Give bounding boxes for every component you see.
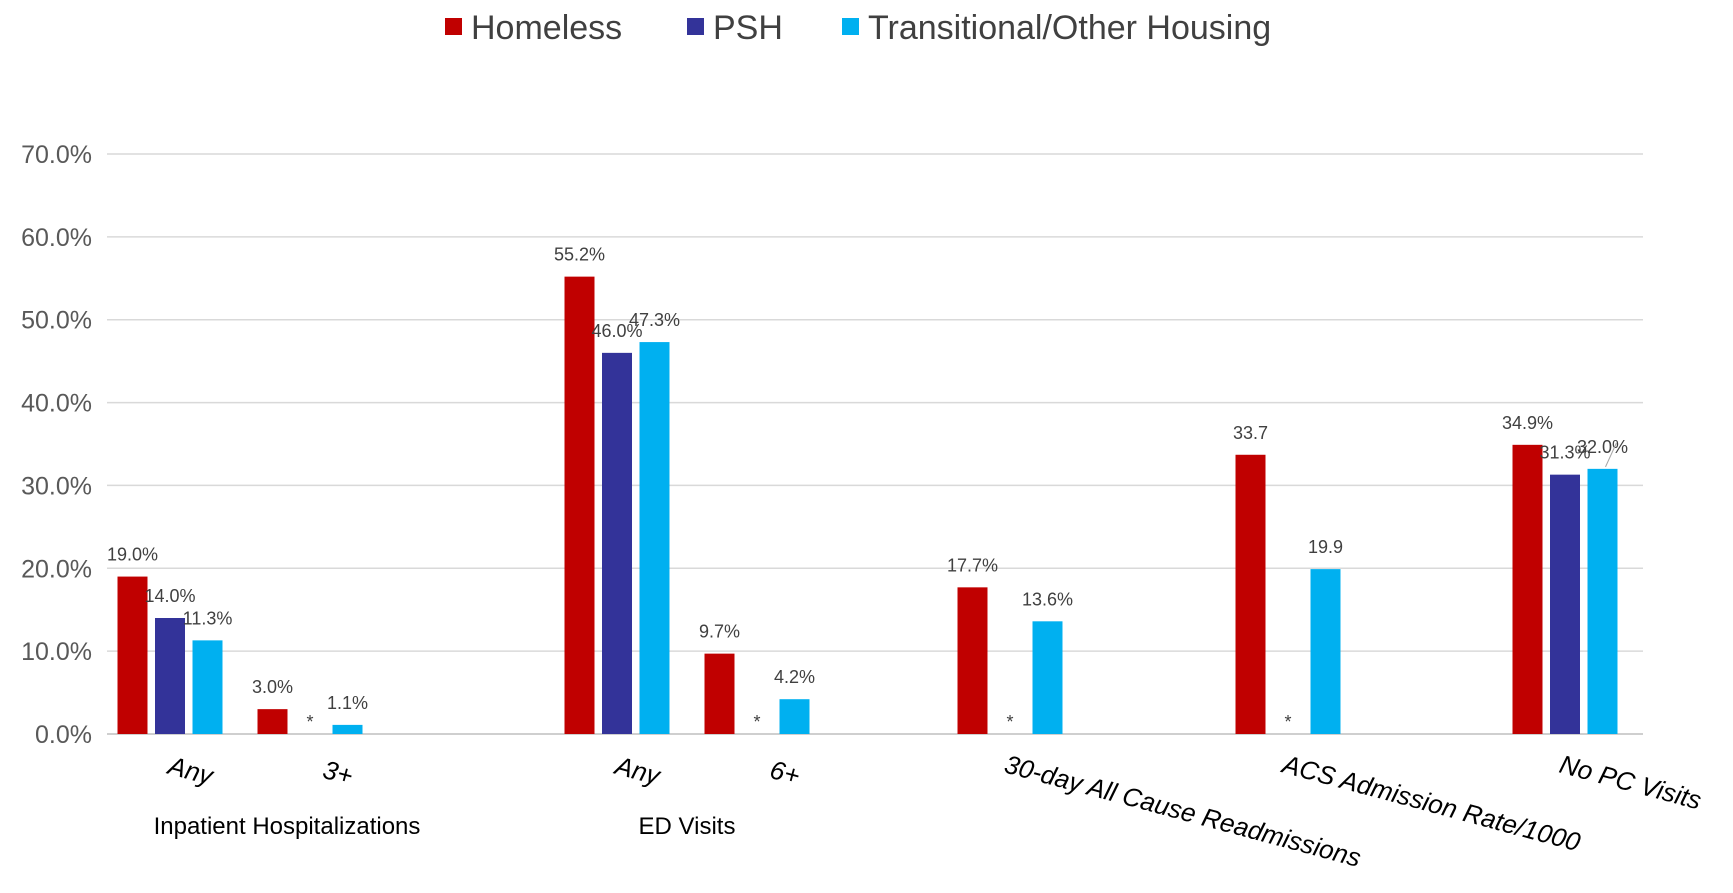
y-tick-label: 30.0%: [21, 472, 92, 500]
data-label: 19.9: [1308, 537, 1343, 557]
group-label: ED Visits: [639, 813, 736, 840]
data-label: 1.1%: [327, 693, 368, 713]
legend-swatch-transitional-other-housing: [842, 18, 859, 35]
data-label: 47.3%: [629, 310, 680, 330]
bar-homeless: [117, 576, 148, 734]
bar-psh: [155, 618, 185, 734]
data-label: 19.0%: [107, 545, 158, 565]
data-label: 13.6%: [1022, 589, 1073, 609]
y-tick-label: 20.0%: [21, 555, 92, 583]
bar-transitional-other-housing: [1310, 569, 1341, 734]
suppressed-marker: *: [753, 712, 760, 732]
data-label: 17.7%: [947, 555, 998, 575]
y-tick-label: 70.0%: [21, 141, 92, 169]
legend-label: Homeless: [471, 9, 622, 47]
data-label: 9.7%: [699, 622, 740, 642]
data-label: 32.0%: [1577, 437, 1628, 457]
data-label: 14.0%: [144, 586, 195, 606]
bar-transitional-other-housing: [1587, 468, 1618, 734]
bar-psh: [1550, 474, 1580, 734]
category-label: Any: [163, 750, 218, 792]
y-tick-label: 60.0%: [21, 224, 92, 252]
bar-homeless: [257, 709, 288, 734]
legend-label: PSH: [713, 9, 783, 47]
data-label: 11.3%: [183, 608, 233, 628]
data-label: 33.7: [1233, 423, 1268, 443]
category-label: No PC Visits: [1556, 749, 1704, 816]
data-label: 3.0%: [252, 677, 293, 697]
category-label: 3+: [320, 754, 356, 791]
bar-transitional-other-housing: [1032, 621, 1063, 734]
data-label: 4.2%: [774, 667, 815, 687]
data-label: 46.0%: [591, 321, 642, 341]
legend-swatch-psh: [687, 18, 704, 35]
bar-homeless: [1235, 454, 1266, 734]
data-label: 31.3%: [1539, 443, 1590, 463]
bar-transitional-other-housing: [332, 724, 363, 734]
bar-transitional-other-housing: [639, 342, 670, 734]
data-label: 34.9%: [1502, 413, 1553, 433]
bar-psh: [602, 352, 632, 734]
bar-homeless: [704, 653, 735, 734]
bar-homeless: [564, 276, 595, 734]
suppressed-marker: *: [306, 712, 313, 732]
data-label: 55.2%: [554, 245, 605, 265]
bar-transitional-other-housing: [192, 640, 223, 734]
y-tick-label: 0.0%: [35, 721, 92, 749]
bar-transitional-other-housing: [779, 699, 810, 734]
legend-swatch-homeless: [445, 18, 462, 35]
category-label: 6+: [767, 754, 803, 791]
suppressed-marker: *: [1006, 712, 1013, 732]
category-label: Any: [610, 750, 665, 792]
bar-homeless: [957, 587, 988, 734]
y-tick-label: 10.0%: [21, 638, 92, 666]
label-leader-line: [1605, 442, 1617, 468]
group-label: Inpatient Hospitalizations: [154, 813, 421, 840]
suppressed-marker: *: [1284, 712, 1291, 732]
legend-label: Transitional/Other Housing: [868, 9, 1271, 47]
y-tick-label: 50.0%: [21, 307, 92, 335]
bar-homeless: [1512, 444, 1543, 734]
y-tick-label: 40.0%: [21, 390, 92, 418]
